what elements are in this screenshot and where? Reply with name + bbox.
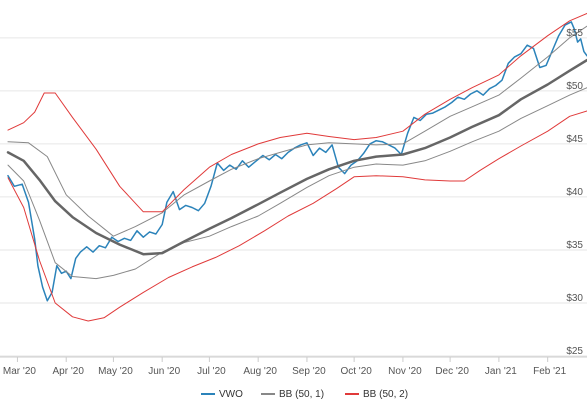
x-tick-label: May '20 xyxy=(98,366,133,377)
legend-label: VWO xyxy=(219,389,243,400)
y-tick-label: $50 xyxy=(566,81,583,92)
x-tick-label: Mar '20 xyxy=(3,366,36,377)
series-line-bb-50-2 xyxy=(7,110,587,322)
series-layer xyxy=(6,12,587,322)
legend[interactable]: VWO BB (50, 1) BB (50, 2) xyxy=(201,389,408,400)
x-tick-label: Jun '20 xyxy=(148,366,180,377)
legend-item[interactable]: BB (50, 1) xyxy=(261,389,324,400)
legend-label: BB (50, 2) xyxy=(363,389,408,400)
x-tick-label: Dec '20 xyxy=(435,366,469,377)
x-tick-label: Sep '20 xyxy=(292,366,326,377)
x-tick-label: Aug '20 xyxy=(243,366,277,377)
y-tick-label: $40 xyxy=(566,187,583,198)
x-tick-label: Jan '21 xyxy=(485,366,517,377)
series-line-bb-50-1 xyxy=(7,25,587,237)
grid-layer xyxy=(0,37,587,357)
series-line-bb-50-2 xyxy=(7,12,587,213)
x-tick-label: Oct '20 xyxy=(340,366,372,377)
series-line-bb-50-1 xyxy=(7,87,587,280)
legend-item[interactable]: VWO xyxy=(201,389,243,400)
series-line-vwo xyxy=(7,21,587,302)
x-tick-label: Jul '20 xyxy=(197,366,226,377)
y-tick-label: $35 xyxy=(566,240,583,251)
axis-layer: $25 $30 $35 $40 $45 $50 $55 Mar '20 Apr '20 May '… xyxy=(0,28,587,377)
y-tick-label: $45 xyxy=(566,134,583,145)
x-tick-label: Nov '20 xyxy=(388,366,422,377)
legend-item[interactable]: BB (50, 2) xyxy=(345,389,408,400)
x-tick-label: Feb '21 xyxy=(533,366,566,377)
x-tick-label: Apr '20 xyxy=(53,366,85,377)
y-tick-label: $30 xyxy=(566,293,583,304)
series-line-bb-50-middle xyxy=(6,58,587,256)
legend-label: BB (50, 1) xyxy=(279,389,324,400)
y-tick-label: $25 xyxy=(566,346,583,357)
y-tick-label: $55 xyxy=(566,28,583,39)
